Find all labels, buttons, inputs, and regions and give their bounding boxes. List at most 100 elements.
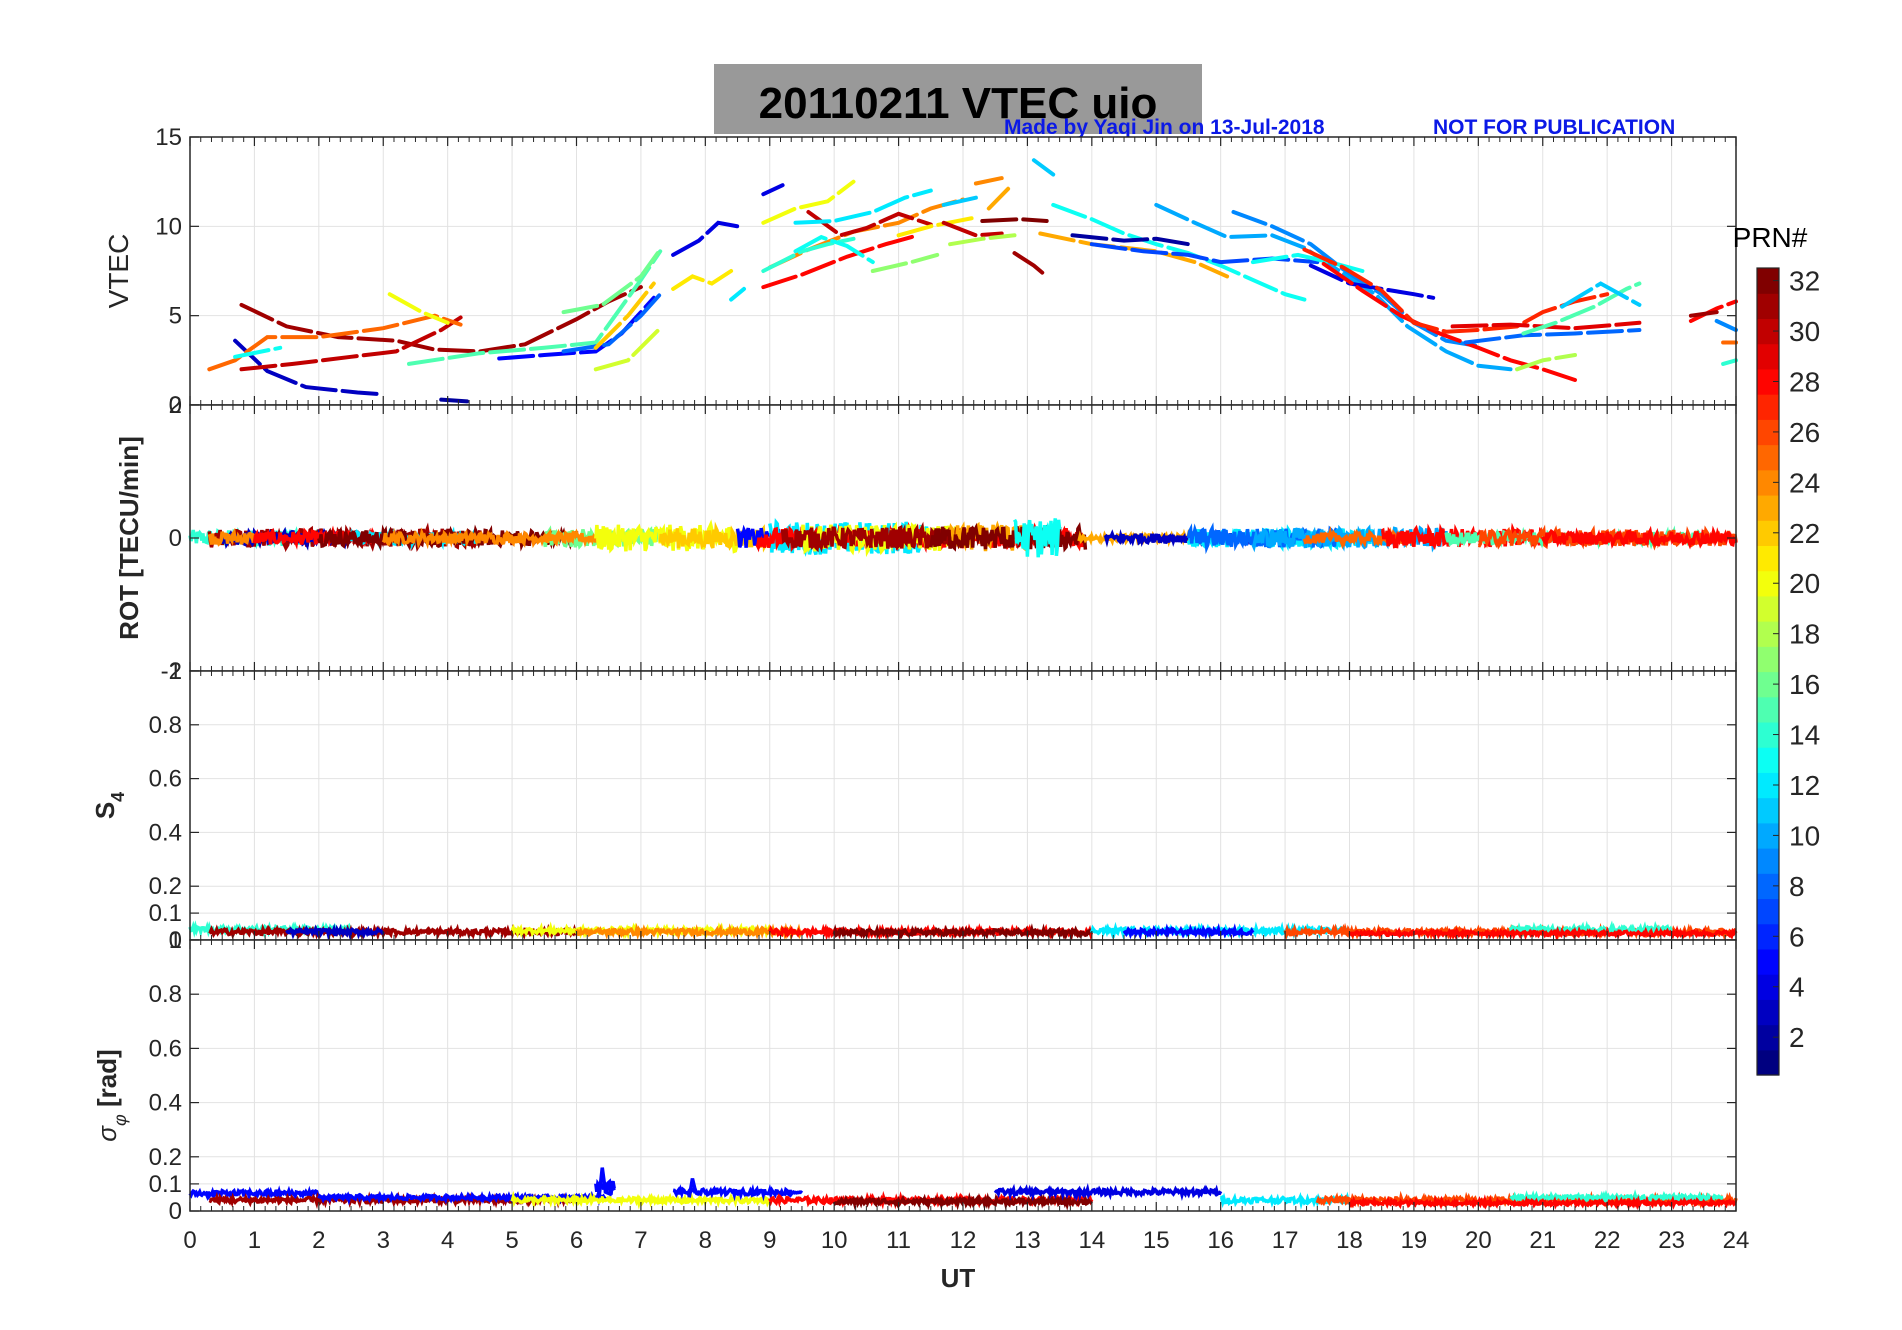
colorbar-step-22 [1757,520,1779,547]
s4-trace-prn-3 [285,923,385,942]
colorbar-tick-label: 2 [1789,1022,1805,1053]
vtec-series-prn-2 [1070,233,1191,247]
y-axis-label-s4: S4 [90,792,128,819]
y-tick-label: 0.2 [149,873,182,900]
colorbar-step-12 [1757,772,1779,799]
x-tick-label: 18 [1336,1227,1363,1254]
colorbar-tick-label: 14 [1789,720,1820,751]
sigphi-spike-prn-5 [597,1167,613,1198]
y-axis-label-sigma-phi: σφ [rad] [92,1049,130,1141]
colorbar-tick-label: 10 [1789,820,1820,851]
vtec-series-prn-15 [1521,281,1642,336]
colorbar-tick-label: 16 [1789,669,1820,700]
colorbar-tick-label: 24 [1789,467,1820,498]
title-banner [714,64,1202,134]
colorbar-step-7 [1757,898,1779,925]
colorbar-step-2 [1757,1024,1779,1051]
x-tick-label: 2 [312,1227,325,1254]
x-tick-label: 8 [699,1227,712,1254]
vtec-series-prn-13 [1250,252,1365,273]
x-tick-label: 1 [248,1227,261,1254]
colorbar-step-23 [1757,494,1779,521]
vtec-series-prn-27 [1302,247,1610,334]
colorbar-tick-label: 12 [1789,770,1820,801]
vtec-series-prn-21 [671,269,734,291]
panel-vtec: 0 5 10 15 VTEC [103,124,1738,419]
sigphi-trace-prn-5 [188,1185,321,1203]
vtec-series-prn-12 [729,286,746,302]
colorbar-step-18 [1757,621,1779,647]
vtec-series-prn-11 [1560,281,1642,309]
colorbar-step-21 [1757,545,1779,572]
colorbar-tick-label: 8 [1789,871,1805,902]
x-tick-label: 21 [1529,1227,1556,1254]
vtec-series-prn-14 [1721,358,1738,366]
vtec-series-prn-22 [593,281,656,350]
colorbar-step-31 [1757,293,1779,320]
s4-trace-prn-24 [574,922,804,942]
rot-trace-prn-22 [658,521,772,553]
colorbar-step-30 [1757,318,1779,345]
colorbar-step-27 [1757,394,1779,420]
colorbar-step-13 [1757,747,1779,773]
colorbar-step-24 [1757,469,1779,496]
vtec-series-prn-28 [761,233,920,290]
x-tick-label: 7 [634,1227,647,1254]
vtec-series-prn-5 [497,295,656,361]
colorbar-tick-label: 20 [1789,568,1820,599]
credit-left: Made by Yaqi Jin on 13-Jul-2018 [1004,116,1325,139]
vtec-series-prn-28 [1688,299,1738,323]
vtec-series-prn-31 [1012,251,1049,279]
colorbar-step-6 [1757,923,1779,950]
x-tick-label: 5 [505,1227,518,1254]
rad-unit: [rad] [92,1049,122,1114]
colorbar-step-20 [1757,570,1779,597]
colorbar-step-3 [1757,999,1779,1026]
vtec-series-prn-11 [1031,158,1056,177]
series-group [188,517,1738,558]
vtec-series-prn-10 [1154,202,1513,372]
vtec-series-prn-8 [561,292,663,354]
vtec-series-prn-9 [1714,319,1738,332]
colorbar-step-25 [1757,444,1779,471]
sigphi-trace-prn-20 [510,1190,772,1210]
s4-subscript: 4 [108,792,128,802]
vtec-series-prn-13 [233,345,283,359]
colorbar-tick-label: 4 [1789,972,1805,1003]
x-tick-label: 9 [763,1227,776,1254]
x-tick-label: 3 [377,1227,390,1254]
chart-title: 20110211 VTEC uio [759,79,1158,128]
colorbar-step-1 [1757,1049,1779,1076]
colorbar-step-4 [1757,974,1779,1000]
x-tick-label: 16 [1207,1227,1234,1254]
x-tick-label: 10 [821,1227,848,1254]
colorbar-step-5 [1757,948,1779,975]
sigphi-trace-prn-4 [993,1182,1223,1202]
x-tick-label: 15 [1143,1227,1170,1254]
y-tick-label: 0.2 [149,1144,182,1171]
y-tick-label: 0.4 [149,1090,182,1117]
y-axis-label-rot: ROT [TECU/min] [114,436,144,640]
vtec-series-prn-24 [973,176,1004,186]
vtec-series-prn-31 [239,285,643,354]
rot-trace-prn-24 [381,527,611,550]
colorbar-step-14 [1757,721,1779,748]
vtec-series-prn-13 [793,234,875,265]
vtec-series-prn-30 [239,315,463,372]
y-tick-label: 1 [169,658,182,685]
x-tick-labels: 0 1 2 3 4 5 6 7 8 9 10 11 12 13 14 15 16 17 18 19 20 21 22 23 24 [183,1227,1749,1254]
x-axis-label: UT [941,1263,976,1293]
colorbar-tick-label: 6 [1789,921,1805,952]
s4-symbol: S [90,802,120,819]
vtec-series-prn-9 [1231,210,1481,348]
x-tick-label: 22 [1594,1227,1621,1254]
x-tick-label: 20 [1465,1227,1492,1254]
colorbar-tick-label: 22 [1789,518,1820,549]
colorbar-step-9 [1757,848,1779,874]
panel-s4: 00.10.2 0.4 0.6 0.8 1 S4 [90,658,1738,954]
vtec-series-prn-4 [761,183,785,197]
